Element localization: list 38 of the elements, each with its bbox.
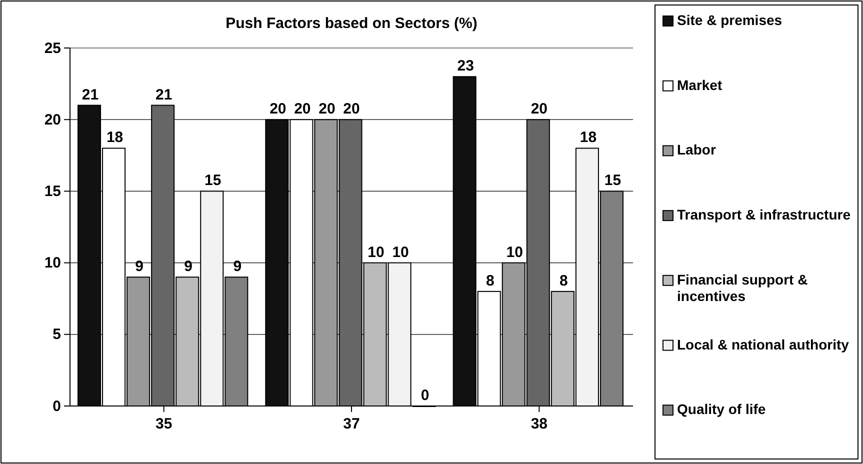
y-tick-label: 20: [44, 111, 61, 128]
x-tick-label: 37: [343, 416, 360, 432]
chart-title: Push Factors based on Sectors (%): [226, 15, 478, 32]
data-label: 8: [560, 272, 568, 290]
data-label: 10: [506, 244, 523, 261]
data-label: 20: [270, 100, 286, 118]
data-label: 0: [420, 387, 430, 404]
legend-label: Local & national authority: [677, 336, 850, 352]
data-label: 15: [204, 172, 222, 190]
y-tick-label: 5: [52, 326, 61, 344]
legend-label: Market: [677, 76, 722, 93]
data-label: 8: [486, 272, 494, 290]
data-label: 10: [368, 244, 384, 261]
data-label: 23: [457, 58, 474, 75]
data-label: 10: [392, 244, 409, 261]
data-label: 18: [106, 129, 124, 146]
x-tick-label: 35: [155, 416, 172, 432]
data-label: 20: [294, 100, 311, 118]
data-label: 15: [604, 172, 622, 190]
y-tick-label: 10: [44, 254, 61, 272]
legend-label: Quality of life: [677, 401, 766, 418]
y-tick-label: 25: [44, 40, 61, 57]
data-label: 18: [580, 129, 597, 146]
y-tick-label: 0: [52, 398, 61, 415]
legend-label: Labor: [677, 142, 716, 158]
data-label: 20: [343, 100, 360, 118]
data-label: 20: [530, 100, 548, 118]
legend-label: Site & premises: [677, 12, 782, 28]
legend-label: Transport & infrastructure: [677, 206, 851, 223]
x-tick-label: 38: [530, 416, 548, 432]
data-label: 21: [155, 86, 172, 104]
data-label: 9: [233, 258, 242, 276]
y-tick-label: 15: [44, 183, 61, 200]
data-label: 9: [135, 258, 144, 276]
data-label: 21: [82, 86, 99, 104]
legend-label: Financial support & incentives: [677, 271, 808, 304]
data-label: 20: [318, 100, 336, 118]
data-label: 9: [184, 258, 193, 276]
